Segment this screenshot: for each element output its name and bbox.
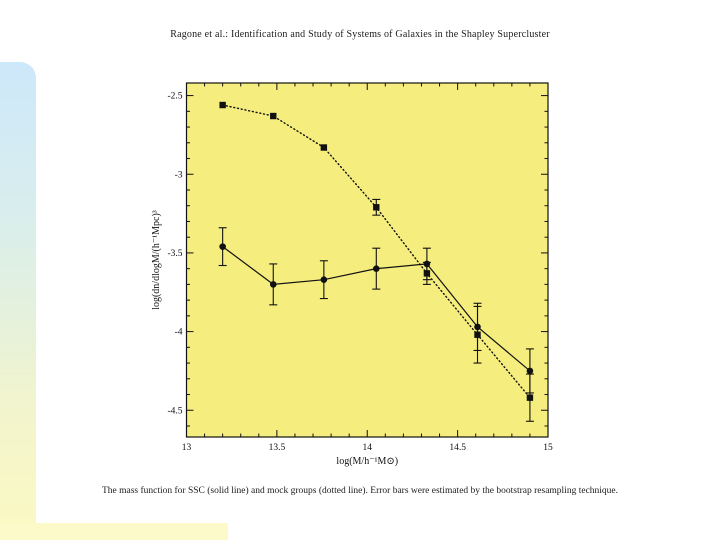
svg-text:14.5: 14.5 [449,443,466,453]
series-ssc [218,227,534,394]
svg-text:-4: -4 [175,328,183,338]
plot-background [186,83,548,437]
svg-text:13.5: 13.5 [269,443,286,453]
figure-caption: The mass function for SSC (solid line) a… [101,486,619,496]
svg-text:-4.5: -4.5 [167,406,182,416]
svg-text:-3.5: -3.5 [167,249,182,259]
left-gradient-band [0,62,36,540]
svg-text:13: 13 [182,443,192,453]
x-axis-label: log(M/h⁻¹M⊙) [336,456,398,467]
svg-text:15: 15 [543,443,553,453]
svg-text:-2.5: -2.5 [167,92,182,102]
mass-function-figure: 13 13.5 14 14.5 15 -2.5 -3 -3.5 -4 -4.5 log(M/h⁻¹M… [150,70,580,470]
svg-text:-3: -3 [175,170,183,180]
y-axis-label: log(dn/dlogM/(h⁻¹Mpc)³ [151,210,162,310]
chart-canvas: 13 13.5 14 14.5 15 -2.5 -3 -3.5 -4 -4.5 log(M/h⁻¹M… [151,82,553,467]
bottom-yellow-strip [0,523,228,540]
tick-labels: 13 13.5 14 14.5 15 -2.5 -3 -3.5 -4 -4.5 [167,92,553,453]
page-title: Ragone et al.: Identification and Study … [170,29,550,40]
plot-frame [185,82,549,438]
svg-text:14: 14 [363,443,373,453]
